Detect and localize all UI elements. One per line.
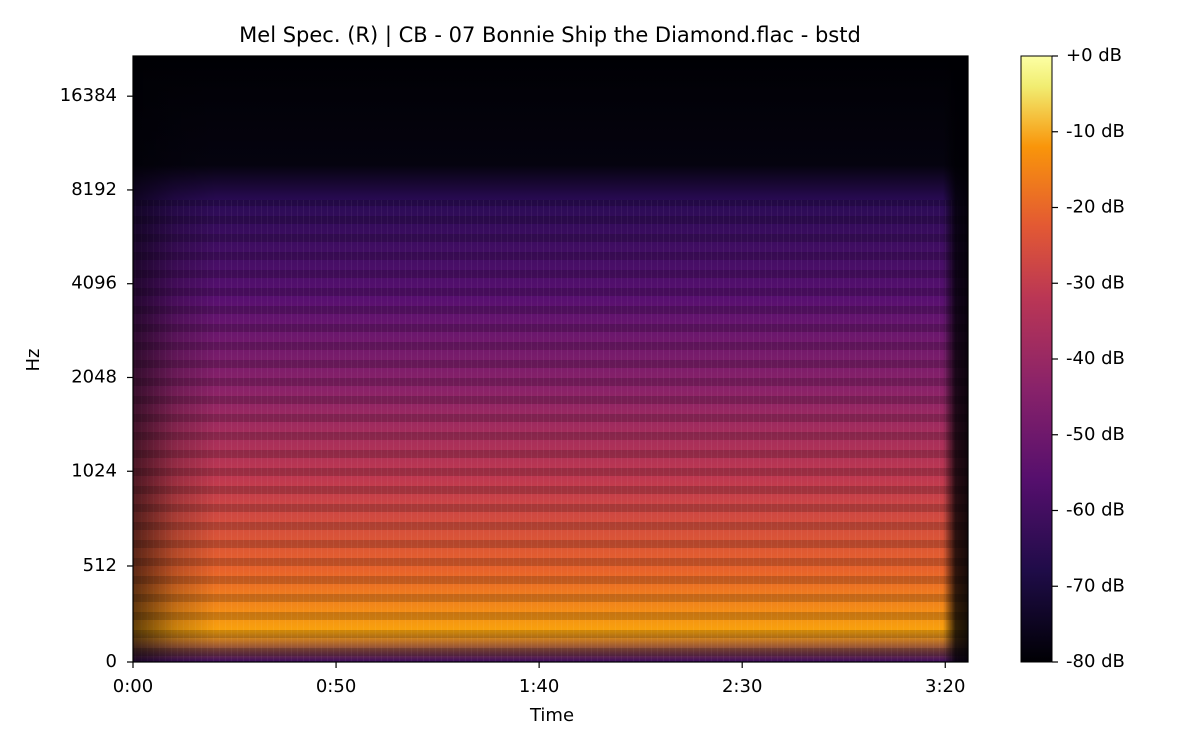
- y-tick-label: 0: [106, 651, 117, 672]
- colorbar-tick-label: -60 dB: [1066, 500, 1125, 521]
- spectrogram-image: [133, 56, 968, 662]
- x-tick-label: 0:50: [316, 676, 356, 697]
- x-tick-label: 3:20: [925, 676, 965, 697]
- colorbar-tick-label: -70 dB: [1066, 575, 1125, 596]
- chart-title: Mel Spec. (R) | CB - 07 Bonnie Ship the …: [239, 23, 861, 48]
- y-tick-label: 512: [83, 555, 117, 576]
- colorbar-tick-label: +0 dB: [1066, 45, 1122, 66]
- y-tick-label: 8192: [71, 179, 117, 200]
- colorbar-tick-label: -50 dB: [1066, 424, 1125, 445]
- colorbar-tick-label: -40 dB: [1066, 348, 1125, 369]
- y-tick-label: 1024: [71, 460, 117, 481]
- colorbar: [1020, 55, 1053, 663]
- y-axis-label: Hz: [23, 349, 44, 372]
- plot-frame: [132, 55, 969, 663]
- y-tick-label: 2048: [71, 366, 117, 387]
- colorbar-tick-label: -30 dB: [1066, 272, 1125, 293]
- colorbar-tick-label: -80 dB: [1066, 651, 1125, 672]
- x-tick-label: 0:00: [113, 676, 153, 697]
- y-tick-label: 4096: [71, 273, 117, 294]
- x-tick-label: 1:40: [519, 676, 559, 697]
- x-axis-label: Time: [529, 705, 574, 726]
- colorbar-tick-label: -10 dB: [1066, 121, 1125, 142]
- x-tick-label: 2:30: [722, 676, 762, 697]
- y-tick-label: 16384: [60, 85, 117, 106]
- colorbar-tick-label: -20 dB: [1066, 197, 1125, 218]
